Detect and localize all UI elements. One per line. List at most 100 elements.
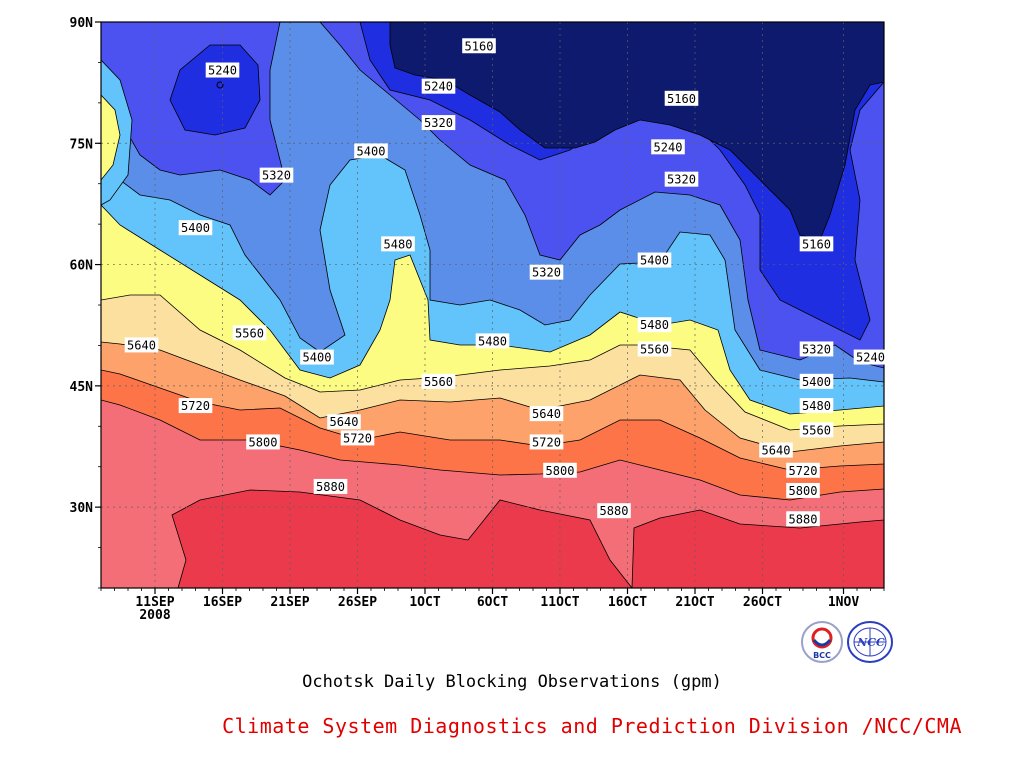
contour-label: 5320 [532,266,561,280]
contour-label: 5560 [235,326,264,340]
contour-label: 5880 [789,512,818,526]
contour-label: 5160 [465,39,494,53]
contour-label-bg [799,422,834,438]
contour-label: 5560 [802,423,831,437]
contour-label-bg [799,398,834,414]
y-tick-label: 30N [70,501,94,516]
contour-label: 5640 [127,338,156,352]
x-tick-label: 16OCT [608,595,647,610]
contour-label: 5640 [762,444,791,458]
contour-label: 5400 [181,221,210,235]
contour-label-bg [421,115,456,131]
contour-label: 5720 [532,435,561,449]
x-tick-label: 16SEP [203,595,242,610]
contour-label-bg [246,434,280,450]
x-tick-label: 1OCT [409,595,440,610]
contour-label-bg [232,325,267,341]
contour-label-bg [259,167,294,183]
contour-label: 5320 [262,169,291,183]
x-tick-label: 1NOV [828,595,859,610]
contour-label: 5880 [316,480,345,494]
band-5480-western-edge [101,94,121,181]
bcc-logo: BCC [801,621,843,663]
contour-label: 5240 [856,351,885,365]
contour-label-bg [786,511,820,527]
y-tick-label: 60N [70,259,94,274]
contour-label: 5240 [654,140,683,154]
contour-label: 5400 [802,375,831,389]
ncc-logo-text: NCC [856,636,885,649]
contour-label: 5800 [546,464,575,478]
y-tick-label: 75N [70,137,94,152]
contour-label-bg [327,414,361,430]
contour-label-bg [529,434,564,450]
contour-label: 5720 [181,399,210,413]
contour-label-bg [354,143,388,159]
contour-label-bg [529,264,564,280]
contour-label-bg [462,38,496,54]
x-tick-label: 11SEP [135,595,174,610]
contour-label: 5320 [802,342,831,356]
x-tick-label: 26SEP [338,595,377,610]
contour-label-bg [597,503,631,519]
contour-label-bg [421,373,456,389]
contour-label-bg [759,442,793,458]
contour-labels: 5240 5160 5240 5320 5400 5320 5400 5480 5160 5240… [124,38,888,527]
contour-label: 5400 [303,351,332,365]
contour-label-bg [313,478,348,494]
contour-label-bg [786,482,820,498]
contour-label-bg [475,333,510,349]
contour-label-bg [799,373,834,389]
contour-minimum-marker [216,81,224,89]
contour-label: 5480 [384,237,413,251]
contour-label: 5640 [330,415,359,429]
x-tick-label: 6OCT [477,595,508,610]
contour-label: 5240 [208,64,237,78]
contour-label-bg [651,139,685,155]
contour-label-bg [124,337,159,353]
contour-label-bg [421,78,456,94]
contour-label-bg [786,462,820,478]
contour-label-bg [381,236,415,252]
contour-label-bg [799,236,834,252]
grid [101,22,884,588]
contour-label: 5560 [424,375,453,389]
contour-label-bg [637,252,672,268]
contour-label: 5640 [532,407,561,421]
contour-label-bg [340,430,375,446]
x-tick-label: 26OCT [743,595,782,610]
contour-label-bg [637,341,672,357]
x-tick-label: 11OCT [540,595,579,610]
contour-label-bg [178,398,213,414]
contour-label-bg [637,317,672,333]
contour-label: 5240 [424,80,453,94]
contour-label: 5480 [640,318,669,332]
contour-label: 5720 [789,464,818,478]
credit-line: Climate System Diagnostics and Predictio… [222,714,962,738]
contour-label-bg [178,220,213,236]
contour-label: 5320 [667,173,696,187]
y-axis: 30N 45N 60N 75N 90N [70,16,101,589]
x-tick-year: 2008 [139,608,170,623]
contour-label-bg [205,62,240,78]
chart-title: Ochotsk Daily Blocking Observations (gpm… [302,672,722,692]
contour-label: 5400 [640,254,669,268]
contour-label-bg [300,349,334,365]
contour-label-bg [853,349,888,365]
contour-label: 5800 [249,435,278,449]
contour-label-bg [799,341,834,357]
contour-label: 5800 [789,484,818,498]
x-tick-label: 21SEP [270,595,309,610]
contour-label-bg [543,462,577,478]
contour-label: 5400 [357,144,386,158]
contour-label: 5480 [478,334,507,348]
contour-label: 5560 [640,342,669,356]
y-tick-label: 90N [70,16,94,31]
contour-label: 5880 [600,504,629,518]
x-tick-label: 21OCT [675,595,714,610]
bcc-logo-text: BCC [813,651,831,660]
contour-label: 5480 [802,399,831,413]
contour-label-bg [664,90,699,106]
contour-label-bg [664,171,699,187]
